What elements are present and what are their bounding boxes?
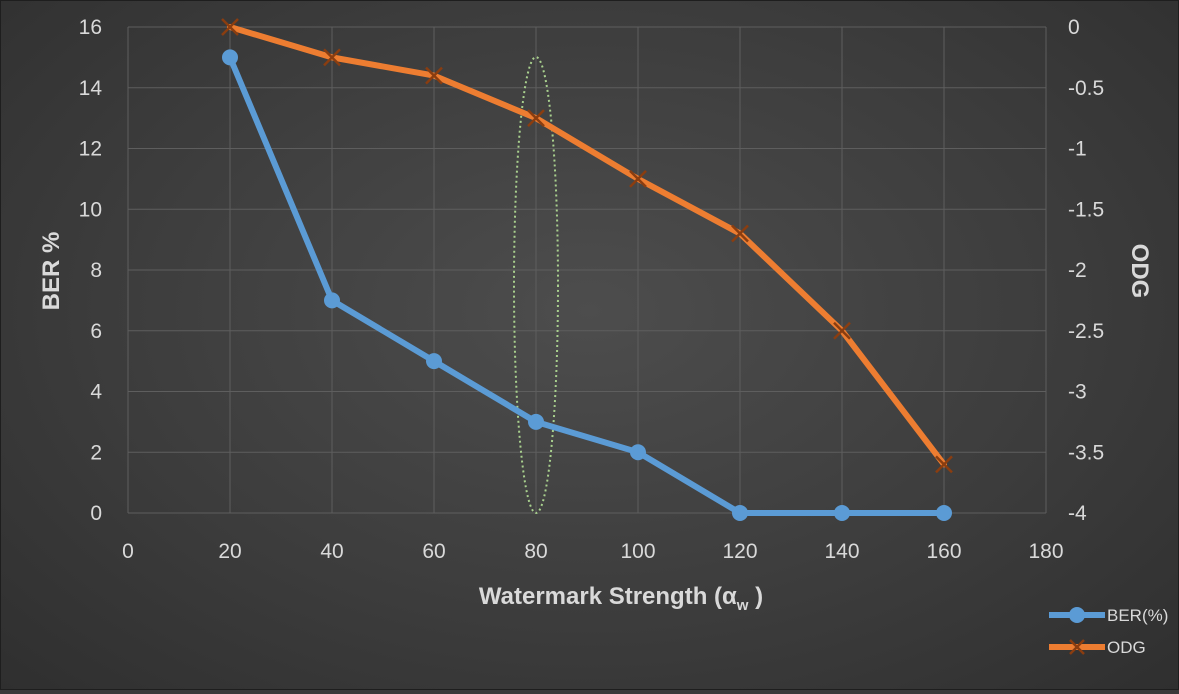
x-axis-title-suffix: ) [748,583,763,610]
x-tick-label: 80 [524,540,547,563]
marker-stroke [425,66,443,85]
x-tick-label: 40 [320,540,343,563]
marker-stroke [221,18,239,36]
y-tick-label: 16 [79,16,102,39]
marker-stroke [1069,639,1085,655]
y-tick-label: 0 [90,502,102,525]
data-point-ber [426,353,442,370]
data-point-odg [731,224,749,243]
marker-stroke [629,169,647,188]
highlight-ellipse [513,56,559,514]
y2-tick-label: -2 [1068,259,1087,282]
y2-axis-title: ODG [1126,244,1153,299]
legend-marker [1069,607,1085,623]
series-line-odg [227,24,947,468]
marker-stroke [323,48,341,67]
y-tick-label: 4 [90,381,102,404]
data-point-ber [936,505,952,521]
data-point-odg [833,321,851,340]
legend-label: ODG [1107,638,1146,657]
data-point-ber [834,505,850,521]
y-tick-label: 12 [79,138,102,161]
y2-tick-label: -3.5 [1068,441,1104,464]
data-point-ber [630,444,646,461]
y2-tick-label: 0 [1068,16,1080,39]
tick-labels: 0 20 40 60 80 100 120 140 160 180 0 2 4 6 8 10 12 14 16 -4 -… [79,16,1105,563]
x-axis-title-subscript: w [736,597,749,614]
y-tick-label: 2 [90,441,102,464]
marker-stroke [731,224,749,243]
y-axis-title: BER % [38,232,65,311]
y-tick-label: 6 [90,320,102,343]
series-layer [221,18,953,521]
x-tick-label: 60 [422,540,445,563]
series-line-ber [227,54,947,516]
y2-tick-label: -3 [1068,381,1087,404]
marker-stroke [833,321,851,340]
x-tick-label: 20 [218,540,241,563]
data-point-odg [629,169,647,188]
x-tick-label: 0 [122,540,134,563]
data-point-odg [935,455,953,474]
data-point-ber [528,413,544,430]
data-point-odg [425,66,443,85]
y-tick-label: 8 [90,259,102,282]
data-point-ber [222,49,238,66]
x-tick-label: 100 [620,540,655,563]
marker-stroke [527,109,545,128]
y-tick-label: 14 [79,77,103,100]
x-axis-title-main: Watermark Strength (α [479,583,737,610]
y2-tick-label: -4 [1068,502,1087,525]
x-axis-title: Watermark Strength (αw ) [479,583,763,614]
data-point-odg [323,48,341,67]
y2-tick-label: -1.5 [1068,198,1104,221]
x-tick-label: 180 [1028,540,1063,563]
y-tick-label: 10 [79,198,102,221]
marker-stroke [935,455,953,474]
x-tick-label: 120 [722,540,757,563]
x-tick-label: 160 [926,540,961,563]
data-point-odg [221,18,239,36]
y2-tick-label: -0.5 [1068,77,1104,100]
data-point-ber [732,505,748,521]
legend: BER(%) ODG [1049,606,1168,657]
highlight-layer [513,56,559,514]
data-point-ber [324,292,340,309]
y2-tick-label: -2.5 [1068,320,1104,343]
data-point-odg [527,109,545,128]
x-tick-label: 140 [824,540,859,563]
y2-tick-label: -1 [1068,138,1087,161]
legend-marker [1069,639,1085,655]
legend-label: BER(%) [1107,606,1168,625]
